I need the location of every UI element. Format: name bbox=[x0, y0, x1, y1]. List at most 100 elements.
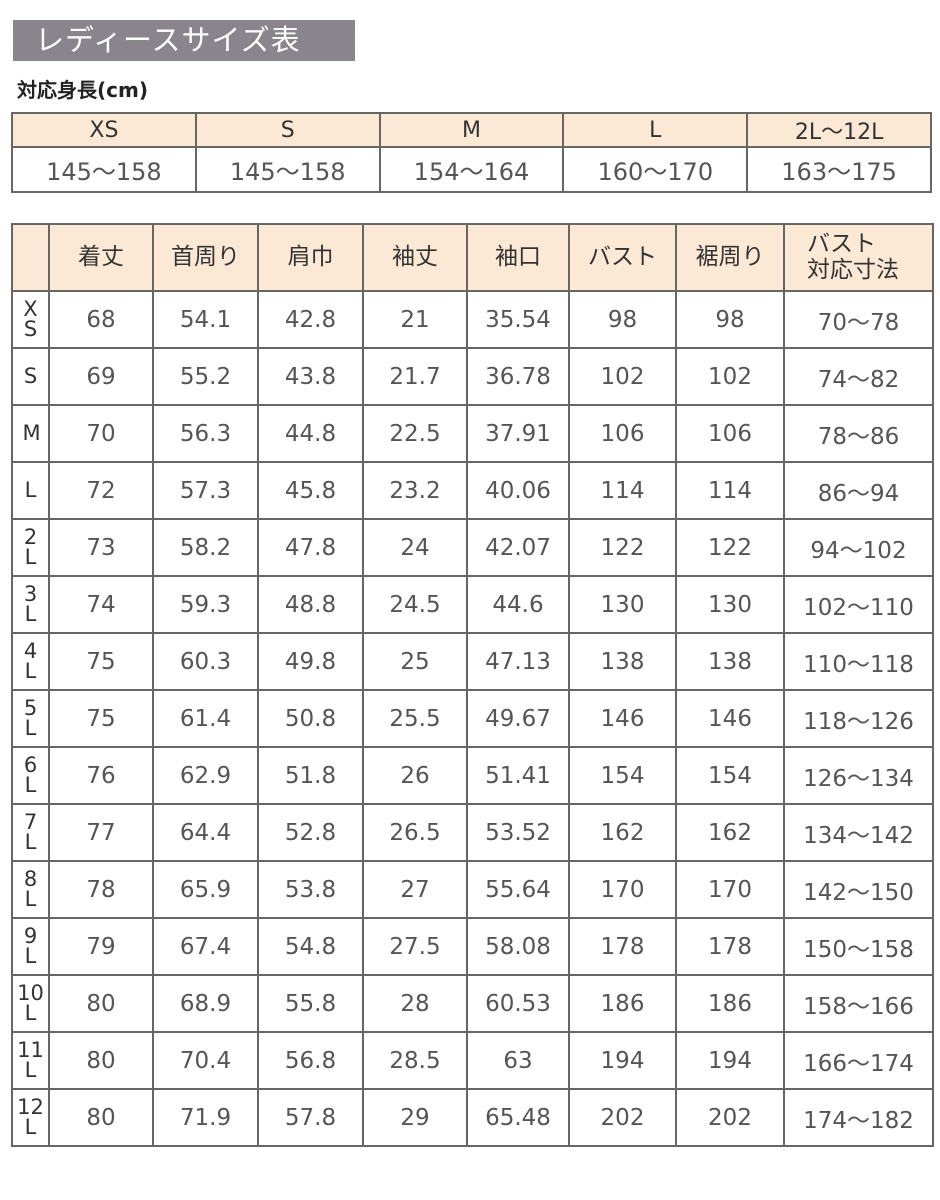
cell-value: 154 bbox=[568, 746, 677, 805]
size-label: 10L bbox=[17, 980, 44, 1025]
cell-value: 61.4 bbox=[152, 689, 259, 748]
size-cell: 6L bbox=[11, 746, 50, 805]
column-header: 首周り bbox=[152, 223, 259, 292]
height-size-label: M bbox=[378, 112, 565, 148]
cell-value: 78〜86 bbox=[783, 404, 934, 463]
cell-value: 70 bbox=[48, 404, 154, 463]
cell-value: 21.7 bbox=[362, 347, 468, 406]
cell-value: 53.8 bbox=[257, 860, 364, 919]
cell-value: 64.4 bbox=[152, 803, 259, 862]
cell-value: 122 bbox=[568, 518, 677, 577]
table-row: 4L 75 60.3 49.8 25 47.13 138 138 110〜118 bbox=[11, 632, 934, 691]
table-row: 2L 73 58.2 47.8 24 42.07 122 122 94〜102 bbox=[11, 518, 934, 577]
column-header: 袖口 bbox=[466, 223, 570, 292]
cell-value: 178 bbox=[568, 917, 677, 976]
size-cell: 10L bbox=[11, 974, 50, 1033]
table-row: 9L 79 67.4 54.8 27.5 58.08 178 178 150〜158 bbox=[11, 917, 934, 976]
cell-value: 23.2 bbox=[362, 461, 468, 520]
cell-value: 40.06 bbox=[466, 461, 570, 520]
cell-value: 44.6 bbox=[466, 575, 570, 634]
size-label: M bbox=[22, 420, 41, 445]
cell-value: 80 bbox=[48, 1031, 154, 1090]
column-header: 肩巾 bbox=[257, 223, 364, 292]
cell-value: 76 bbox=[48, 746, 154, 805]
table-row: 5L 75 61.4 50.8 25.5 49.67 146 146 118〜126 bbox=[11, 689, 934, 748]
size-label: 3L bbox=[23, 581, 38, 626]
cell-value: 48.8 bbox=[257, 575, 364, 634]
cell-value: 37.91 bbox=[466, 404, 570, 463]
height-size-label: XS bbox=[11, 112, 197, 148]
cell-value: 154 bbox=[675, 746, 785, 805]
table-row: 10L 80 68.9 55.8 28 60.53 186 186 158〜166 bbox=[11, 974, 934, 1033]
cell-value: 114 bbox=[675, 461, 785, 520]
cell-value: 52.8 bbox=[257, 803, 364, 862]
cell-value: 94〜102 bbox=[783, 518, 934, 577]
cell-value: 60.53 bbox=[466, 974, 570, 1033]
cell-value: 28.5 bbox=[362, 1031, 468, 1090]
cell-value: 77 bbox=[48, 803, 154, 862]
cell-value: 60.3 bbox=[152, 632, 259, 691]
table-row: L 72 57.3 45.8 23.2 40.06 114 114 86〜94 bbox=[11, 461, 934, 520]
cell-value: 36.78 bbox=[466, 347, 570, 406]
cell-value: 138 bbox=[568, 632, 677, 691]
cell-value: 67.4 bbox=[152, 917, 259, 976]
cell-value: 49.8 bbox=[257, 632, 364, 691]
cell-value: 27.5 bbox=[362, 917, 468, 976]
page-title: レディースサイズ表 bbox=[13, 20, 355, 61]
cell-value: 146 bbox=[568, 689, 677, 748]
size-cell: 8L bbox=[11, 860, 50, 919]
cell-value: 170 bbox=[568, 860, 677, 919]
height-range: 160〜170 bbox=[562, 146, 749, 193]
cell-value: 80 bbox=[48, 1088, 154, 1147]
cell-value: 22.5 bbox=[362, 404, 468, 463]
cell-value: 134〜142 bbox=[783, 803, 934, 862]
size-cell: XS bbox=[11, 290, 50, 349]
cell-value: 75 bbox=[48, 632, 154, 691]
cell-value: 69 bbox=[48, 347, 154, 406]
cell-value: 106 bbox=[675, 404, 785, 463]
table-row: 12L 80 71.9 57.8 29 65.48 202 202 174〜182 bbox=[11, 1088, 934, 1147]
cell-value: 42.07 bbox=[466, 518, 570, 577]
cell-value: 26 bbox=[362, 746, 468, 805]
height-range: 163〜175 bbox=[746, 146, 932, 193]
size-label: 9L bbox=[23, 923, 38, 968]
table-row: M 70 56.3 44.8 22.5 37.91 106 106 78〜86 bbox=[11, 404, 934, 463]
cell-value: 202 bbox=[675, 1088, 785, 1147]
cell-value: 150〜158 bbox=[783, 917, 934, 976]
cell-value: 114 bbox=[568, 461, 677, 520]
cell-value: 70.4 bbox=[152, 1031, 259, 1090]
cell-value: 178 bbox=[675, 917, 785, 976]
size-cell: 3L bbox=[11, 575, 50, 634]
cell-value: 74〜82 bbox=[783, 347, 934, 406]
column-header: 袖丈 bbox=[362, 223, 468, 292]
cell-value: 65.48 bbox=[466, 1088, 570, 1147]
cell-value: 55.8 bbox=[257, 974, 364, 1033]
cell-value: 58.2 bbox=[152, 518, 259, 577]
cell-value: 68.9 bbox=[152, 974, 259, 1033]
height-size-label: S bbox=[194, 112, 381, 148]
cell-value: 26.5 bbox=[362, 803, 468, 862]
cell-value: 174〜182 bbox=[783, 1088, 934, 1147]
size-label: XS bbox=[23, 296, 38, 341]
size-cell: L bbox=[11, 461, 50, 520]
cell-value: 59.3 bbox=[152, 575, 259, 634]
cell-value: 146 bbox=[675, 689, 785, 748]
cell-value: 28 bbox=[362, 974, 468, 1033]
cell-value: 72 bbox=[48, 461, 154, 520]
height-size-label: L bbox=[562, 112, 749, 148]
cell-value: 162 bbox=[675, 803, 785, 862]
cell-value: 35.54 bbox=[466, 290, 570, 349]
cell-value: 194 bbox=[675, 1031, 785, 1090]
height-range: 154〜164 bbox=[378, 146, 565, 193]
size-label: L bbox=[24, 477, 37, 502]
cell-value: 55.2 bbox=[152, 347, 259, 406]
height-table-caption: 対応身長(cm) bbox=[17, 78, 148, 102]
cell-value: 186 bbox=[675, 974, 785, 1033]
cell-value: 70〜78 bbox=[783, 290, 934, 349]
cell-value: 68 bbox=[48, 290, 154, 349]
height-table-header-row: XS S M L 2L〜12L bbox=[11, 112, 932, 148]
cell-value: 25 bbox=[362, 632, 468, 691]
size-label: 5L bbox=[23, 695, 38, 740]
cell-value: 51.41 bbox=[466, 746, 570, 805]
size-cell: M bbox=[11, 404, 50, 463]
